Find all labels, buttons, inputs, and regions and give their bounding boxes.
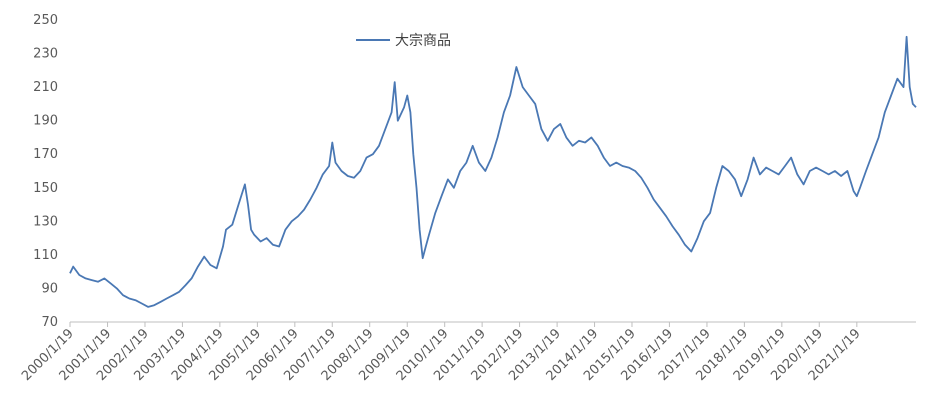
series-layer (69, 35, 917, 308)
y-tick-label: 190 (33, 114, 58, 129)
y-tick-label: 250 (33, 13, 58, 28)
series-line-commodity (69, 35, 917, 308)
legend: 大宗商品 (356, 33, 451, 49)
y-tick-label: 90 (41, 281, 58, 296)
x-axis: 2000/1/192001/1/192002/1/192003/1/192004… (19, 321, 916, 384)
y-tick-label: 130 (33, 214, 58, 229)
y-tick-label: 70 (41, 315, 58, 330)
y-axis: 70 90 110 130 150 170 190 210 230 250 (33, 13, 58, 330)
y-tick-label: 170 (33, 147, 58, 162)
y-tick-label: 230 (33, 47, 58, 62)
y-tick-label: 150 (33, 181, 58, 196)
y-tick-label: 110 (33, 248, 58, 263)
y-tick-label: 210 (33, 80, 58, 95)
legend-label-commodity: 大宗商品 (395, 33, 451, 49)
